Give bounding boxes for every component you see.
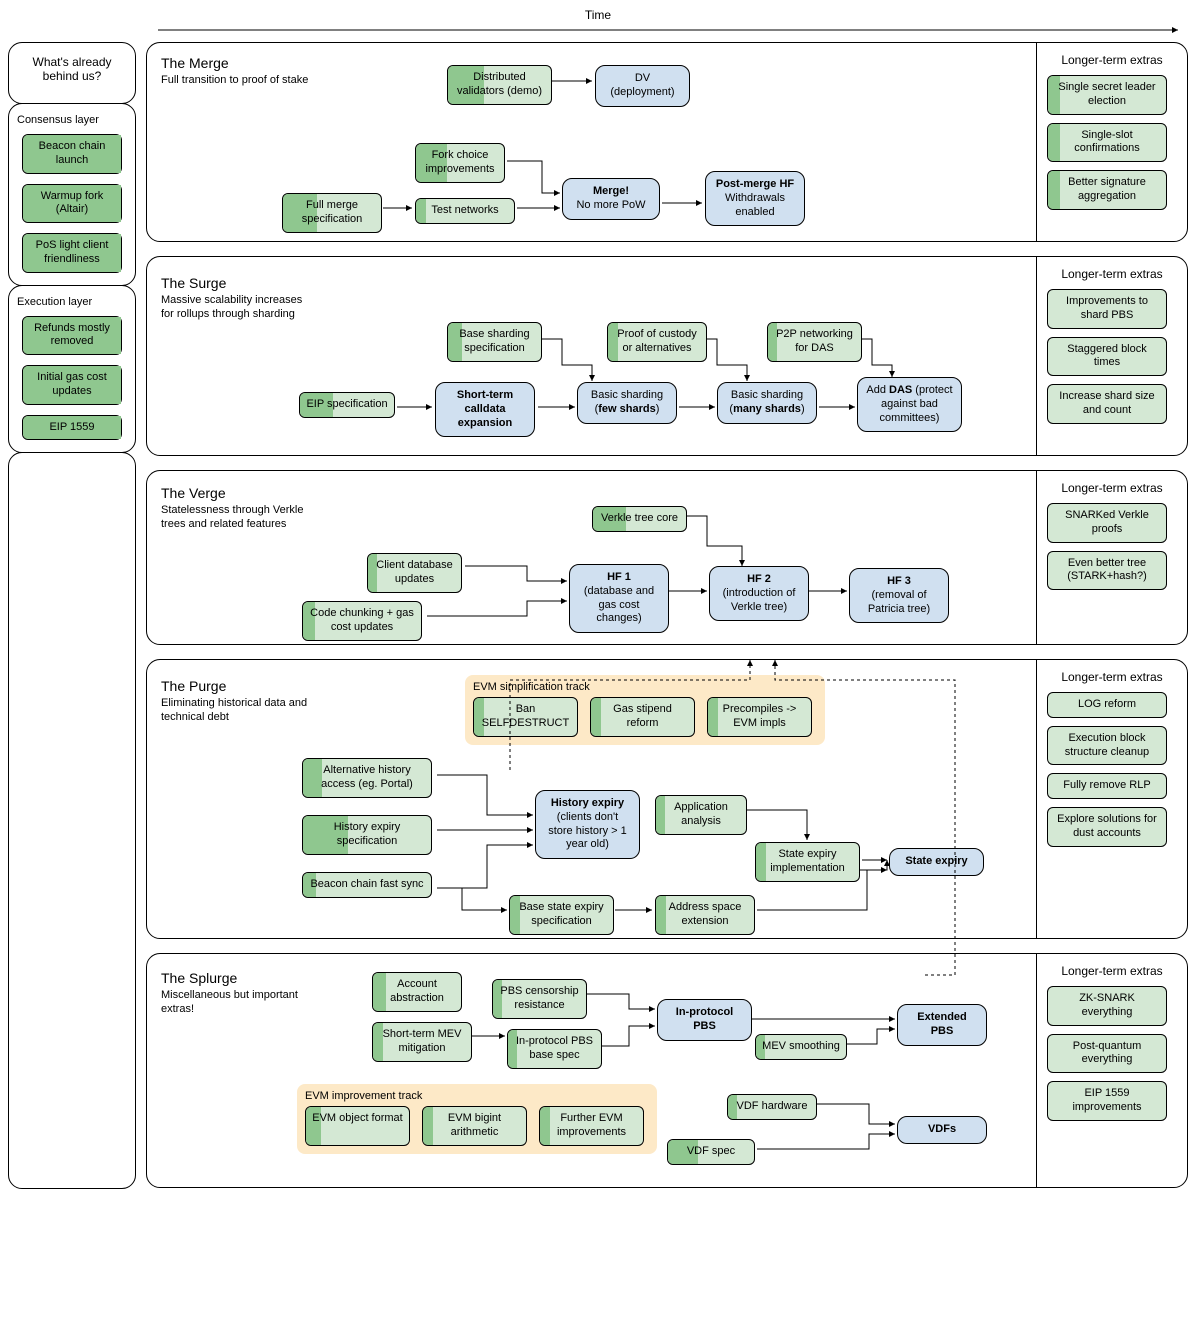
verge-sub: Statelessness through Verkle trees and r… (161, 503, 311, 532)
hist-expiry-spec-node: History expiry specification (302, 815, 432, 855)
purge-extras-title: Longer-term extras (1047, 670, 1177, 684)
in-protocol-pbs-node: In-protocol PBS (657, 999, 752, 1041)
vdfs-node: VDFs (897, 1116, 987, 1144)
hf1-node: HF 1(database and gas cost changes) (569, 564, 669, 633)
pbs-censorship-node: PBS censorship resistance (492, 979, 587, 1019)
merge-extras-title: Longer-term extras (1047, 53, 1177, 67)
evm-improvement-track: EVM improvement track EVM object formatE… (297, 1084, 657, 1154)
eip-spec-node: EIP specification (299, 392, 395, 418)
client-db-node: Client database updates (367, 553, 462, 593)
merge-title: The Merge (161, 55, 308, 71)
surge-extras-title: Longer-term extras (1047, 267, 1177, 281)
node: ZK-SNARK everything (1047, 986, 1167, 1026)
splurge-sub: Miscellaneous but important extras! (161, 988, 311, 1017)
node: SNARKed Verkle proofs (1047, 503, 1167, 543)
pbs-base-spec-node: In-protocol PBS base spec (507, 1029, 602, 1069)
code-chunk-node: Code chunking + gas cost updates (302, 601, 422, 641)
verge-extras-title: Longer-term extras (1047, 481, 1177, 495)
node: LOG reform (1047, 692, 1167, 718)
node: Increase shard size and count (1047, 384, 1167, 424)
vdf-hardware-node: VDF hardware (727, 1094, 817, 1120)
test-networks-node: Test networks (415, 198, 515, 224)
short-calldata-node: Short-term calldata expansion (435, 382, 535, 437)
state-expiry-impl-node: State expiry implementation (755, 842, 860, 882)
evm-simplification-track: EVM simplification track Ban SELFDESTRUC… (465, 675, 825, 745)
app-analysis-node: Application analysis (655, 795, 747, 835)
node: EIP 1559 (22, 415, 122, 441)
node: Warmup fork (Altair) (22, 184, 122, 224)
merge-node: Merge!No more PoW (562, 178, 660, 220)
node: Single secret leader election (1047, 75, 1167, 115)
node: Refunds mostly removed (22, 316, 122, 356)
post-merge-hf-node: Post-merge HFWithdrawals enabled (705, 171, 805, 226)
short-mev-node: Short-term MEV mitigation (372, 1022, 472, 1062)
fork-choice-node: Fork choice improvements (415, 143, 505, 183)
splurge-panel: The Splurge Miscellaneous but important … (146, 953, 1188, 1188)
node: EIP 1559 improvements (1047, 1081, 1167, 1121)
node: Explore solutions for dust accounts (1047, 807, 1167, 847)
verge-panel: The Verge Statelessness through Verkle t… (146, 470, 1188, 645)
history-expiry-node: History expiry(clients don't store histo… (535, 790, 640, 859)
p2p-das-node: P2P networking for DAS (767, 322, 862, 362)
left-title: What's already behind us? (15, 55, 129, 83)
full-merge-spec-node: Full merge specification (282, 193, 382, 233)
node: Beacon chain launch (22, 134, 122, 174)
extended-pbs-node: Extended PBS (897, 1004, 987, 1046)
merge-panel: The Merge Full transition to proof of st… (146, 42, 1188, 242)
node: Single-slot confirmations (1047, 123, 1167, 163)
node: Fully remove RLP (1047, 773, 1167, 799)
execution-layer-label: Execution layer (17, 296, 129, 308)
merge-sub: Full transition to proof of stake (161, 73, 308, 87)
addr-space-ext-node: Address space extension (655, 895, 755, 935)
splurge-extras-title: Longer-term extras (1047, 964, 1177, 978)
beacon-fast-sync-node: Beacon chain fast sync (302, 872, 432, 898)
node: Staggered block times (1047, 337, 1167, 377)
time-label: Time (8, 8, 1188, 22)
node: Execution block structure cleanup (1047, 726, 1167, 766)
purge-panel: The Purge Eliminating historical data an… (146, 659, 1188, 939)
dv-deploy-node: DV (deployment) (595, 65, 690, 107)
hf2-node: HF 2(introduction of Verkle tree) (709, 566, 809, 621)
node: Precompiles -> EVM impls (707, 697, 812, 737)
consensus-layer-label: Consensus layer (17, 114, 129, 126)
verkle-core-node: Verkle tree core (592, 506, 687, 532)
few-shards-node: Basic sharding (few shards) (577, 382, 677, 424)
node: Improvements to shard PBS (1047, 289, 1167, 329)
add-das-node: Add DAS (protect against bad committees) (857, 377, 962, 432)
verge-title: The Verge (161, 485, 311, 501)
surge-sub: Massive scalability increases for rollup… (161, 293, 311, 322)
vdf-spec-node: VDF spec (667, 1139, 755, 1165)
time-arrow (8, 24, 1188, 36)
node: Even better tree (STARK+hash?) (1047, 551, 1167, 591)
hf3-node: HF 3(removal of Patricia tree) (849, 568, 949, 623)
node: Initial gas cost updates (22, 365, 122, 405)
surge-title: The Surge (161, 275, 311, 291)
surge-panel: The Surge Massive scalability increases … (146, 256, 1188, 456)
acct-abs-node: Account abstraction (372, 972, 462, 1012)
purge-sub: Eliminating historical data and technica… (161, 696, 311, 725)
dv-demo-node: Distributed validators (demo) (447, 65, 552, 105)
base-shard-spec-node: Base sharding specification (447, 322, 542, 362)
node: Better signature aggregation (1047, 170, 1167, 210)
node: Post-quantum everything (1047, 1034, 1167, 1074)
proof-custody-node: Proof of custody or alternatives (607, 322, 707, 362)
node: Ban SELFDESTRUCT (473, 697, 578, 737)
node: Gas stipend reform (590, 697, 695, 737)
mev-smooth-node: MEV smoothing (755, 1034, 847, 1060)
node: EVM bigint arithmetic (422, 1106, 527, 1146)
purge-title: The Purge (161, 678, 311, 694)
alt-history-node: Alternative history access (eg. Portal) (302, 758, 432, 798)
many-shards-node: Basic sharding (many shards) (717, 382, 817, 424)
left-column: What's already behind us? Consensus laye… (8, 42, 136, 1188)
node: PoS light client friendliness (22, 233, 122, 273)
node: EVM object format (305, 1106, 410, 1146)
splurge-title: The Splurge (161, 970, 311, 986)
state-expiry-node: State expiry (889, 848, 984, 876)
base-state-expiry-spec-node: Base state expiry specification (509, 895, 614, 935)
node: Further EVM improvements (539, 1106, 644, 1146)
